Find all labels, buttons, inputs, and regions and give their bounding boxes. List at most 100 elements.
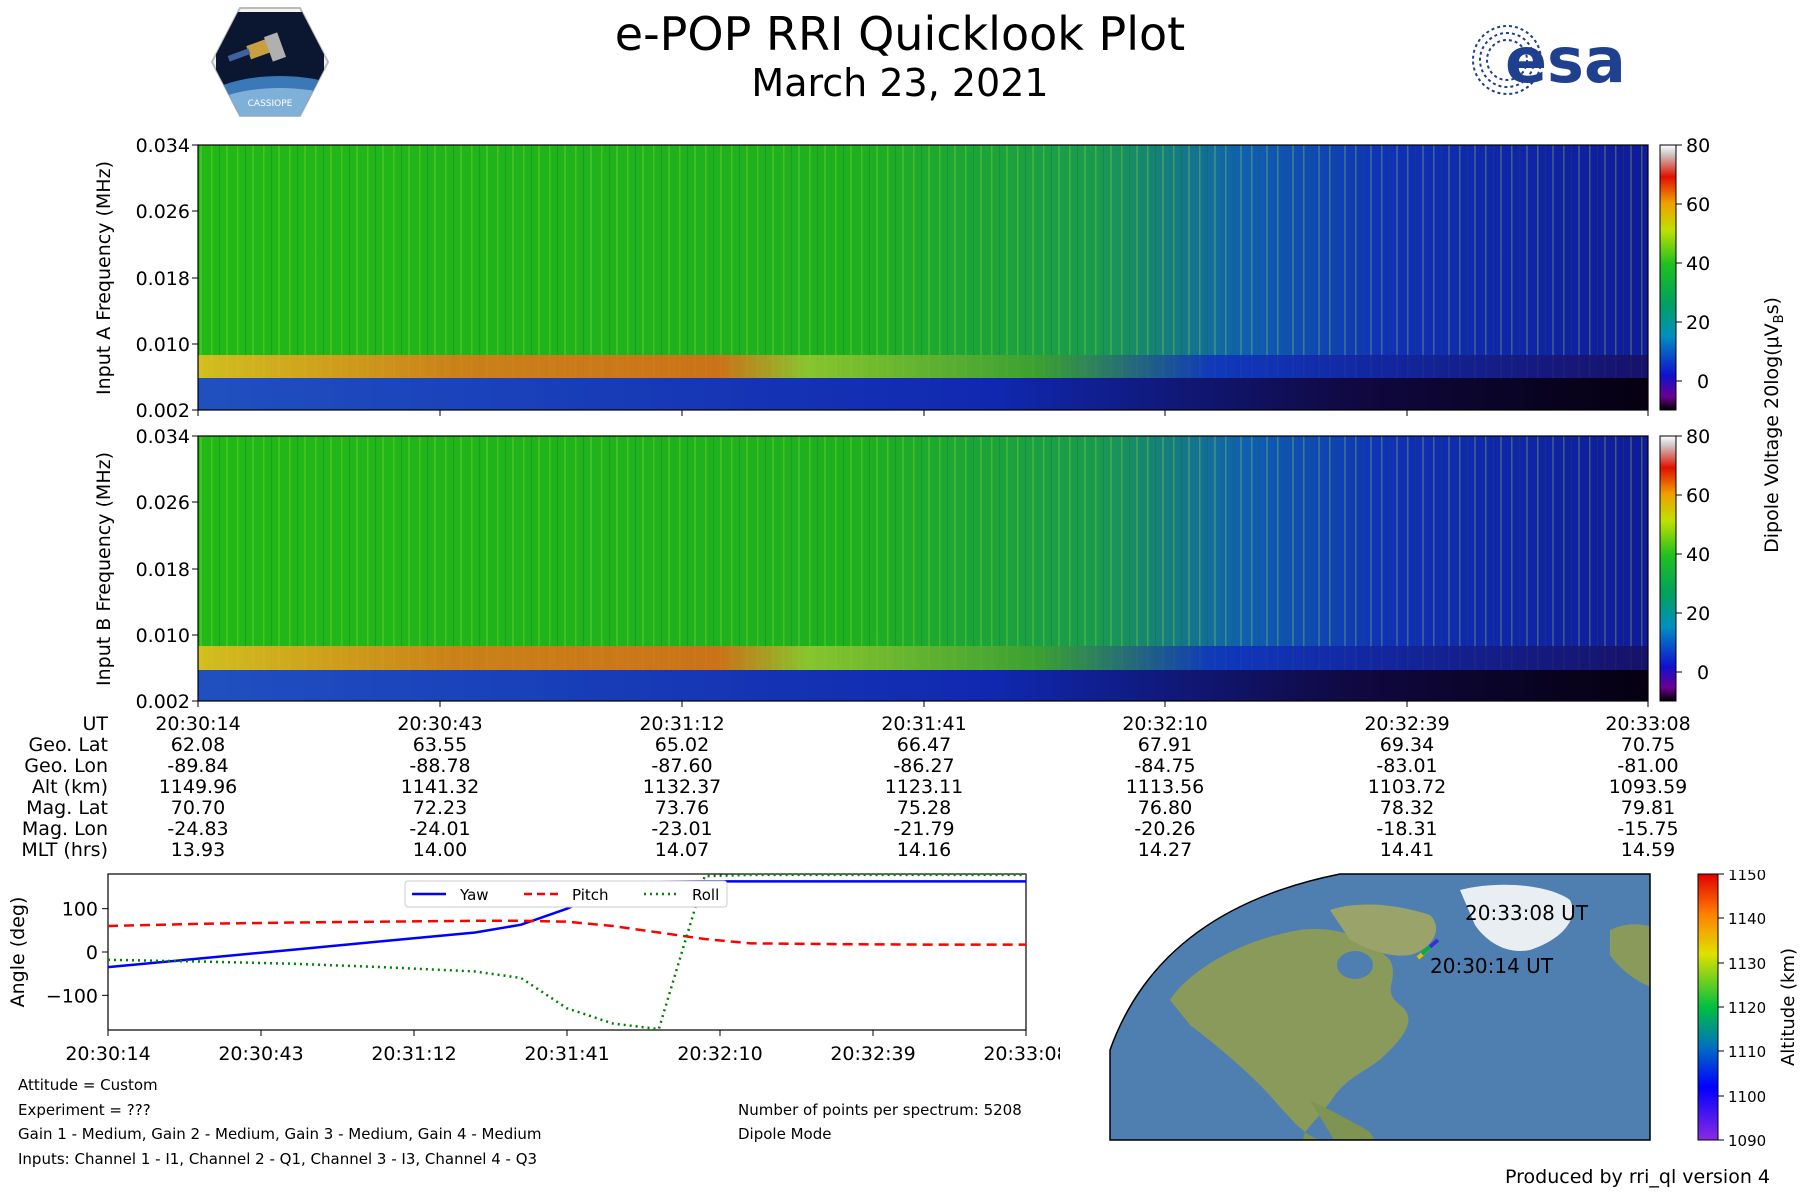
ephem-label: Mag. Lat (26, 797, 108, 819)
ephem-row-geo-lon: Geo. Lon -89.84 -88.78 -87.60 -86.27 -84… (0, 756, 1720, 777)
footnote-points: Number of points per spectrum: 5208 (738, 1101, 1022, 1119)
cbar-tick: 20 (1686, 603, 1710, 625)
alt-tick: 1130 (1728, 955, 1766, 973)
alt-tick: 1100 (1728, 1088, 1766, 1106)
y-tick-label: −100 (46, 985, 98, 1007)
ephem-value: 1103.72 (1367, 776, 1447, 798)
ylabel-input-b: Input B Frequency (MHz) (93, 452, 115, 686)
esa-logo: esa (1472, 24, 1626, 97)
freq-tick: 0.010 (136, 334, 190, 356)
ephem-value: 14.59 (1620, 839, 1676, 861)
freq-tick: 0.002 (136, 400, 190, 422)
alt-tick: 1090 (1728, 1132, 1766, 1150)
x-tick-label: 20:30:43 (218, 1043, 303, 1065)
ephem-value: -21.79 (893, 818, 955, 840)
altitude-colorbar (1697, 873, 1719, 1141)
ephem-row-mlt: MLT (hrs) 13.93 14.00 14.07 14.16 14.27 … (0, 840, 1720, 861)
spectrogram-panel-b (197, 435, 1649, 702)
map-greenland (1460, 884, 1573, 951)
ephem-label: Geo. Lon (24, 755, 108, 777)
footnote-gains: Gain 1 - Medium, Gain 2 - Medium, Gain 3… (18, 1125, 542, 1143)
ephem-value: 14.16 (896, 839, 952, 861)
ephem-value: 72.23 (412, 797, 468, 819)
x-tick-label: 20:32:39 (830, 1043, 915, 1065)
alt-tick: 1120 (1728, 999, 1766, 1017)
ephem-value: -86.27 (893, 755, 955, 777)
orbit-map: 20:33:08 UT 20:30:14 UT 1150 1140 1130 1… (1109, 870, 1799, 1150)
y-tick-label: 0 (86, 942, 98, 964)
produced-by: Produced by rri_ql version 4 (1505, 1166, 1770, 1188)
ephem-value: 1141.32 (400, 776, 480, 798)
plot-date: March 23, 2021 (751, 61, 1049, 105)
ephem-value: 20:33:08 (1605, 713, 1691, 735)
legend-label-roll: Roll (692, 886, 719, 904)
freq-tick: 0.026 (136, 492, 190, 514)
ephem-value: -84.75 (1134, 755, 1196, 777)
ylabel-input-a: Input A Frequency (MHz) (93, 161, 115, 395)
freq-tick: 0.026 (136, 201, 190, 223)
x-tick-label: 20:31:41 (524, 1043, 609, 1065)
ephem-value: 14.00 (412, 839, 468, 861)
freq-ticks-a: 0.034 0.026 0.018 0.010 0.002 (136, 135, 190, 422)
ephem-value: 75.28 (896, 797, 952, 819)
ephem-value: 69.34 (1379, 734, 1435, 756)
ephem-value: 70.75 (1620, 734, 1676, 756)
ephem-value: -15.75 (1617, 818, 1679, 840)
ephem-value: 65.02 (654, 734, 710, 756)
freq-ticks-b: 0.034 0.026 0.018 0.010 0.002 (136, 426, 190, 713)
ephem-value: 76.80 (1137, 797, 1193, 819)
ephem-value: 13.93 (170, 839, 226, 861)
cbar-tick: 0 (1697, 662, 1709, 684)
cassiope-logo-text: CASSIOPE (248, 99, 293, 109)
alt-tick: 1110 (1728, 1043, 1766, 1061)
ephem-label: Alt (km) (31, 776, 108, 798)
spectrogram-colorbar-a (1659, 144, 1677, 411)
freq-tick: 0.034 (136, 426, 190, 448)
spectrogram-figure: 0.034 0.026 0.018 0.010 0.002 0.034 0.02… (93, 135, 1787, 713)
ephem-value: -20.26 (1134, 818, 1196, 840)
x-tick-label: 20:33:08 (983, 1043, 1060, 1065)
ephem-value: 67.91 (1137, 734, 1193, 756)
ephem-value: -23.01 (651, 818, 713, 840)
footnote-attitude: Attitude = Custom (18, 1076, 158, 1094)
ephem-value: 14.07 (654, 839, 710, 861)
cbar-tick: 60 (1686, 485, 1710, 507)
colorbar-ticks-a: 80 60 40 20 0 (1686, 135, 1710, 393)
series-line-pitch (107, 919, 1026, 946)
cbar-tick: 20 (1686, 312, 1710, 334)
colorbar-label: Dipole Voltage 20log(μVBs) (1761, 297, 1787, 553)
spectrogram-colorbar-b (1659, 435, 1677, 702)
ephem-row-mag-lat: Mag. Lat 70.70 72.23 73.76 75.28 76.80 7… (0, 798, 1720, 819)
ephem-value: 20:30:14 (155, 713, 241, 735)
map-north-america (1170, 929, 1409, 1132)
ephem-value: 14.41 (1379, 839, 1435, 861)
ephem-row-mag-lon: Mag. Lon -24.83 -24.01 -23.01 -21.79 -20… (0, 819, 1720, 840)
ephem-value: 1113.56 (1125, 776, 1205, 798)
ephem-value: -24.01 (409, 818, 471, 840)
orbit-end-label: 20:33:08 UT (1465, 901, 1589, 925)
ephem-label: Geo. Lat (28, 734, 108, 756)
ephem-value: 79.81 (1620, 797, 1676, 819)
ephem-value: 1149.96 (158, 776, 238, 798)
ephem-value: 73.76 (654, 797, 710, 819)
cbar-tick: 80 (1686, 426, 1710, 448)
attitude-chart: Yaw Pitch Roll 100 0 −100 20:30:14 20:30:43… (7, 873, 1060, 1065)
cbar-tick: 80 (1686, 135, 1710, 157)
legend-label-pitch: Pitch (572, 886, 609, 904)
x-tick-label: 20:32:10 (677, 1043, 762, 1065)
altitude-colorbar-label: Altitude (km) (1778, 948, 1799, 1066)
esa-logo-text: esa (1505, 24, 1626, 97)
alt-tick: 1140 (1728, 910, 1766, 928)
freq-tick: 0.018 (136, 559, 190, 581)
footnote-experiment: Experiment = ??? (18, 1101, 151, 1119)
ephem-value: 20:30:43 (397, 713, 483, 735)
ephem-value: 20:31:41 (881, 713, 967, 735)
cbar-tick: 0 (1697, 371, 1709, 393)
ephem-value: 78.32 (1379, 797, 1435, 819)
freq-tick: 0.018 (136, 268, 190, 290)
freq-tick: 0.010 (136, 625, 190, 647)
ephem-value: 70.70 (170, 797, 226, 819)
freq-tick: 0.002 (136, 691, 190, 713)
cbar-tick: 60 (1686, 194, 1710, 216)
altitude-ticks: 1150 1140 1130 1120 1110 1100 1090 (1728, 870, 1766, 1150)
